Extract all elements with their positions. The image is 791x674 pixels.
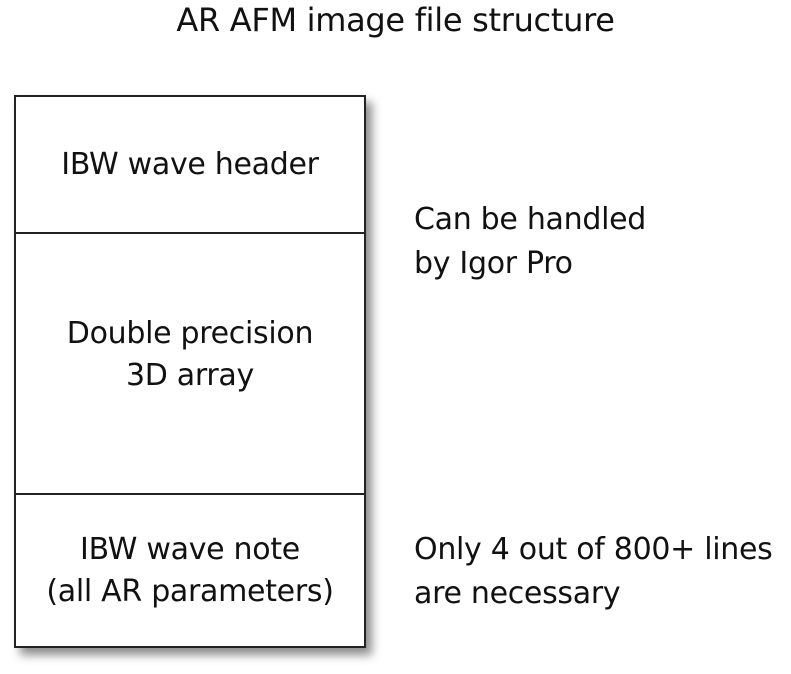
wave-note-label-line-2: (all AR parameters) xyxy=(46,573,334,609)
parameters-annotation: Only 4 out of 800+ lines are necessary xyxy=(414,528,773,616)
parameters-annotation-line-1: Only 4 out of 800+ lines xyxy=(414,532,773,567)
file-structure-stack: IBW wave header Double precision 3D arra… xyxy=(14,95,366,648)
wave-note-block: IBW wave note (all AR parameters) xyxy=(16,495,364,646)
data-array-block: Double precision 3D array xyxy=(16,234,364,495)
wave-note-label-line-1: IBW wave note xyxy=(80,531,300,567)
parameters-annotation-line-2: are necessary xyxy=(414,576,621,611)
igor-pro-annotation-line-2: by Igor Pro xyxy=(414,246,573,281)
data-array-label-line-2: 3D array xyxy=(125,357,254,393)
igor-pro-annotation-line-1: Can be handled xyxy=(414,202,647,237)
diagram-title: AR AFM image file structure xyxy=(176,1,615,39)
igor-pro-annotation: Can be handled by Igor Pro xyxy=(414,198,646,286)
data-array-label-line-1: Double precision xyxy=(66,315,314,351)
wave-header-label: IBW wave header xyxy=(61,146,319,182)
wave-header-block: IBW wave header xyxy=(16,97,364,234)
